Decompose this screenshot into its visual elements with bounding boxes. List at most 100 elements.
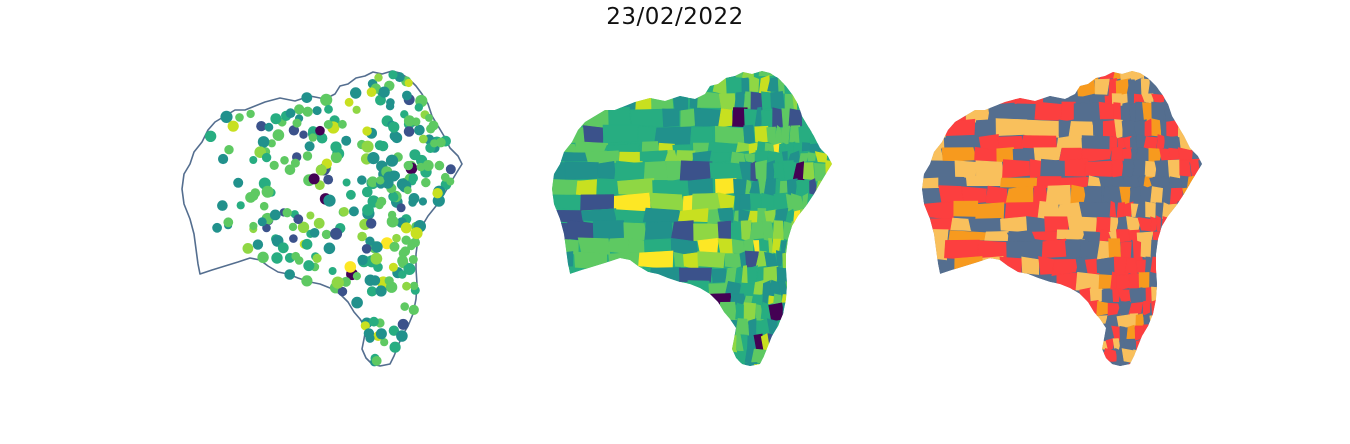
map-panel-categories — [910, 64, 1210, 384]
point-marker — [297, 221, 310, 233]
point-marker — [357, 254, 368, 266]
municipality-cell — [1119, 325, 1128, 342]
municipality-cell — [1045, 184, 1072, 205]
municipality-cell — [1151, 299, 1158, 317]
point-marker — [403, 126, 415, 137]
point-marker — [323, 242, 336, 255]
municipality-cell — [1096, 256, 1115, 274]
municipality-cell — [682, 251, 700, 270]
point-marker — [432, 188, 443, 199]
municipality-cell — [653, 126, 692, 146]
point-marker — [388, 70, 398, 80]
municipality-cell — [1120, 241, 1132, 261]
municipality-cell — [1051, 259, 1079, 277]
municipality-layer — [552, 71, 832, 366]
municipality-cell — [999, 256, 1023, 277]
municipality-cell — [711, 268, 727, 283]
point-marker — [267, 139, 276, 148]
municipality-cell — [977, 240, 1008, 259]
point-marker — [344, 261, 357, 273]
municipality-cell — [938, 185, 965, 204]
point-marker — [338, 119, 347, 129]
municipality-cell — [1044, 216, 1072, 233]
municipality-cell — [693, 107, 723, 128]
point-marker — [396, 203, 406, 213]
municipality-cell — [709, 151, 731, 164]
point-marker — [367, 176, 379, 188]
point-marker — [351, 296, 363, 309]
municipality-cell — [1102, 119, 1117, 138]
municipality-cell — [782, 302, 797, 320]
municipality-cell — [734, 71, 743, 79]
point-marker — [408, 193, 420, 204]
point-marker — [324, 104, 333, 114]
point-marker — [272, 129, 285, 141]
point-marker — [321, 229, 332, 240]
municipality-cell — [1151, 101, 1167, 122]
municipality-cell — [808, 142, 824, 153]
municipality-cell — [1067, 216, 1098, 232]
point-marker — [330, 141, 342, 153]
municipality-cell — [777, 77, 785, 94]
municipality-cell — [780, 125, 791, 146]
municipality-cell — [806, 194, 820, 210]
municipality-cell — [950, 217, 972, 232]
municipality-cell — [613, 192, 651, 212]
point-marker — [400, 222, 412, 234]
municipality-cell — [1128, 362, 1137, 366]
municipality-cell — [607, 237, 631, 255]
municipality-cell — [552, 251, 574, 268]
point-marker — [316, 132, 328, 144]
point-marker — [408, 255, 418, 264]
municipality-cell — [767, 150, 784, 165]
point-marker — [249, 221, 258, 231]
point-marker — [386, 98, 395, 107]
point-marker — [320, 93, 333, 106]
municipality-cell — [788, 108, 803, 128]
point-marker — [365, 236, 375, 246]
point-marker — [414, 103, 423, 112]
municipality-cell — [798, 153, 810, 163]
municipality-cell — [1084, 258, 1100, 276]
point-marker — [236, 201, 245, 210]
municipality-cell — [1080, 71, 1100, 82]
point-marker — [369, 316, 379, 327]
point-marker — [323, 120, 333, 129]
municipality-cell — [1056, 272, 1080, 291]
municipality-cell — [592, 220, 625, 241]
municipality-cell — [1151, 93, 1165, 104]
municipality-cell — [1126, 216, 1142, 233]
municipality-cell — [763, 265, 779, 284]
municipality-cell — [1079, 287, 1091, 303]
municipality-cell — [942, 118, 976, 137]
municipality-cell — [985, 185, 1008, 204]
municipality-cell — [984, 230, 1009, 242]
point-marker — [330, 227, 343, 240]
municipality-cell — [1156, 134, 1166, 151]
municipality-cell — [758, 71, 773, 77]
municipality-cell — [1161, 185, 1172, 204]
municipality-cell — [1023, 119, 1060, 138]
municipality-cell — [965, 175, 1002, 186]
point-marker — [400, 246, 411, 256]
municipality-cell — [1055, 78, 1079, 98]
municipality-cell — [1060, 101, 1076, 123]
municipality-cell — [614, 160, 645, 180]
point-marker — [313, 217, 325, 229]
point-marker — [352, 272, 361, 281]
point-marker — [309, 228, 320, 238]
municipality-cell — [1059, 147, 1084, 162]
point-marker — [301, 238, 313, 250]
municipality-cell — [741, 265, 748, 285]
municipality-cell — [1115, 347, 1124, 362]
point-marker — [293, 214, 304, 225]
municipality-cell — [1098, 101, 1116, 120]
municipality-cell — [922, 177, 941, 190]
municipality-cell — [922, 160, 958, 179]
point-marker — [374, 73, 383, 82]
municipality-cell — [1000, 216, 1028, 233]
point-marker — [376, 176, 385, 185]
map-panel-points — [170, 64, 470, 384]
municipality-cell — [718, 335, 738, 353]
point-marker — [346, 189, 356, 200]
